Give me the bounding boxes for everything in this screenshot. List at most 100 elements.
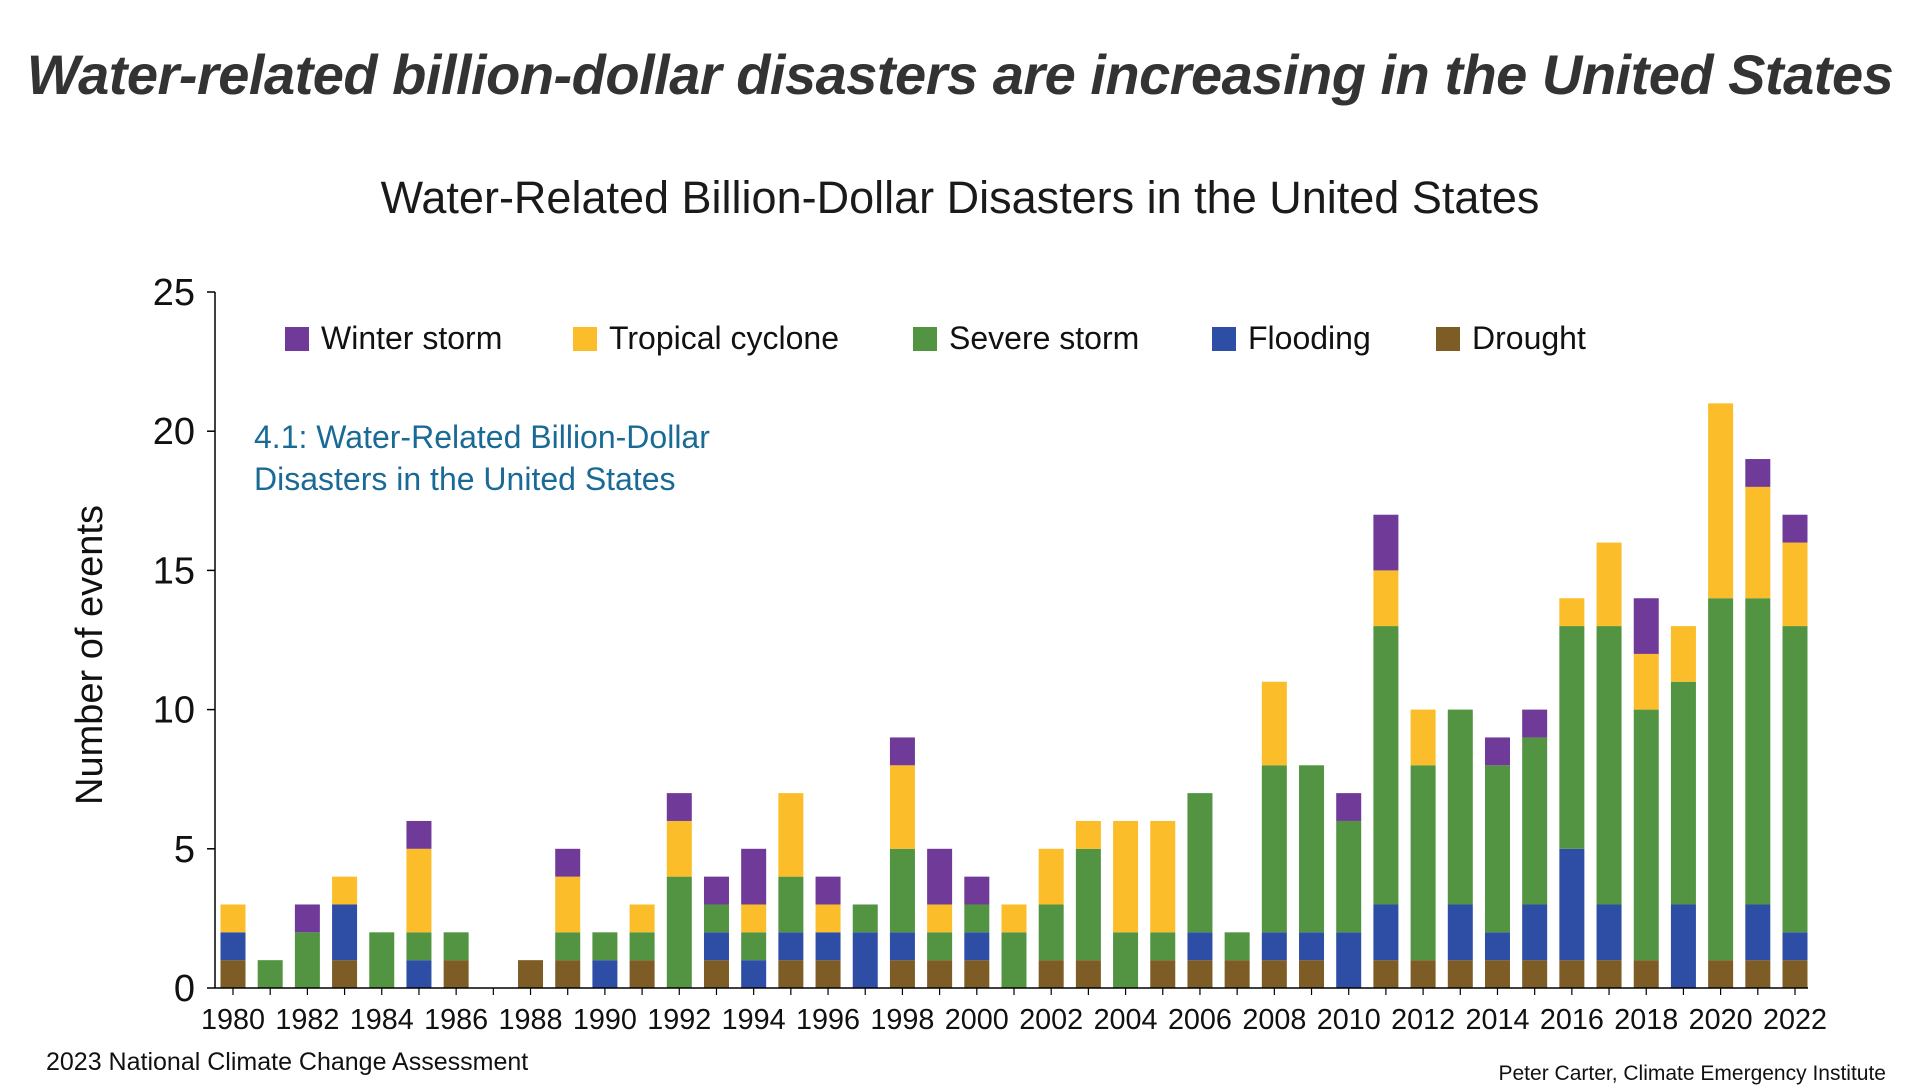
bar-tropical-cyclone-1994: [741, 904, 767, 933]
bar-severe-storm-1998: [889, 848, 915, 933]
legend-label-flooding: Flooding: [1248, 320, 1371, 356]
bar-severe-storm-1993: [703, 904, 729, 933]
bar-drought-2005: [1150, 960, 1176, 988]
bar-flooding-1980: [220, 932, 246, 961]
bar-severe-storm-2003: [1075, 848, 1101, 961]
bar-tropical-cyclone-1985: [406, 848, 432, 933]
y-tick-label: 20: [153, 411, 195, 453]
bar-severe-storm-1985: [406, 932, 432, 961]
bar-tropical-cyclone-2020: [1708, 403, 1734, 599]
bar-drought-2017: [1596, 960, 1622, 988]
bar-severe-storm-2013: [1447, 709, 1473, 905]
bar-winter-storm-1999: [927, 848, 953, 905]
bar-severe-storm-2007: [1224, 932, 1250, 961]
bar-severe-storm-2012: [1410, 765, 1436, 961]
credit-note: Peter Carter, Climate Emergency Institut…: [1498, 1062, 1887, 1085]
bar-winter-storm-2014: [1484, 737, 1510, 766]
bar-drought-2011: [1373, 960, 1399, 988]
bar-severe-storm-1984: [369, 932, 395, 988]
bars-group: [220, 403, 1808, 988]
bar-flooding-2017: [1596, 904, 1622, 961]
bar-severe-storm-2011: [1373, 626, 1399, 905]
bar-drought-2008: [1261, 960, 1287, 988]
bar-drought-2006: [1187, 960, 1213, 988]
bar-severe-storm-2001: [1001, 932, 1027, 988]
bar-severe-storm-2016: [1559, 626, 1585, 849]
bar-severe-storm-2006: [1187, 793, 1213, 933]
x-tick-label: 1988: [499, 1004, 563, 1036]
bar-flooding-2013: [1447, 904, 1473, 961]
bar-drought-1983: [332, 960, 358, 988]
bar-flooding-1997: [852, 932, 878, 988]
legend-swatch-drought: [1436, 327, 1460, 351]
bar-drought-2013: [1447, 960, 1473, 988]
bar-severe-storm-2008: [1261, 765, 1287, 933]
bar-severe-storm-1991: [629, 932, 655, 961]
bar-tropical-cyclone-1996: [815, 904, 841, 933]
bar-severe-storm-2009: [1299, 765, 1325, 933]
bar-severe-storm-2022: [1782, 626, 1808, 933]
bar-winter-storm-2015: [1522, 709, 1548, 738]
bar-drought-2014: [1484, 960, 1510, 988]
bar-severe-storm-1995: [778, 876, 804, 933]
bar-tropical-cyclone-2003: [1075, 820, 1101, 849]
legend-swatch-tropical-cyclone: [573, 327, 597, 351]
bar-drought-2015: [1522, 960, 1548, 988]
y-tick-label: 10: [153, 690, 195, 732]
bar-flooding-2009: [1299, 932, 1325, 961]
bar-severe-storm-2005: [1150, 932, 1176, 961]
bar-tropical-cyclone-2017: [1596, 542, 1622, 627]
bar-flooding-1998: [889, 932, 915, 961]
bar-tropical-cyclone-1995: [778, 793, 804, 877]
bar-tropical-cyclone-2011: [1373, 570, 1399, 627]
bar-tropical-cyclone-2008: [1261, 681, 1287, 766]
x-tick-label: 2022: [1763, 1004, 1827, 1036]
bar-tropical-cyclone-1980: [220, 904, 246, 933]
bar-severe-storm-1989: [555, 932, 581, 961]
bar-flooding-2014: [1484, 932, 1510, 961]
bar-severe-storm-2019: [1670, 681, 1696, 905]
bar-flooding-2008: [1261, 932, 1287, 961]
bar-tropical-cyclone-1983: [332, 876, 358, 905]
legend-swatch-severe-storm: [913, 327, 937, 351]
x-tick-label: 2012: [1391, 1004, 1455, 1036]
bar-tropical-cyclone-1991: [629, 904, 655, 933]
bar-severe-storm-1997: [852, 904, 878, 933]
bar-drought-1998: [889, 960, 915, 988]
bar-flooding-2022: [1782, 932, 1808, 961]
bar-drought-2009: [1299, 960, 1325, 988]
bar-flooding-1996: [815, 932, 841, 961]
x-tick-label: 1982: [275, 1004, 339, 1036]
bar-winter-storm-1989: [555, 848, 581, 877]
x-tick-label: 1996: [796, 1004, 860, 1036]
source-note: 2023 National Climate Change Assessment: [46, 1048, 529, 1076]
bar-winter-storm-2022: [1782, 514, 1808, 543]
bar-flooding-1994: [741, 960, 767, 988]
bar-drought-2012: [1410, 960, 1436, 988]
y-tick-label: 5: [174, 829, 195, 871]
x-tick-label: 1986: [424, 1004, 488, 1036]
bar-drought-2021: [1745, 960, 1771, 988]
bar-winter-storm-1982: [294, 904, 320, 933]
bar-drought-1988: [518, 960, 544, 988]
x-tick-label: 2008: [1242, 1004, 1306, 1036]
bar-winter-storm-1996: [815, 876, 841, 905]
bar-severe-storm-1999: [927, 932, 953, 961]
bar-flooding-2019: [1670, 904, 1696, 988]
bar-flooding-2015: [1522, 904, 1548, 961]
chart-title: Water-Related Billion-Dollar Disasters i…: [380, 172, 1540, 223]
bar-winter-storm-1985: [406, 820, 432, 849]
x-tick-label: 1992: [647, 1004, 711, 1036]
x-tick-label: 2020: [1689, 1004, 1753, 1036]
bar-severe-storm-2000: [964, 904, 990, 933]
bar-severe-storm-2015: [1522, 737, 1548, 905]
legend-label-tropical-cyclone: Tropical cyclone: [609, 320, 839, 356]
bar-drought-2020: [1708, 960, 1734, 988]
chart-annotation-line-2: Disasters in the United States: [254, 461, 676, 497]
bar-severe-storm-1990: [592, 932, 618, 961]
bar-severe-storm-1994: [741, 932, 767, 961]
bar-flooding-1985: [406, 960, 432, 988]
bar-flooding-1983: [332, 904, 358, 961]
x-tick-label: 1980: [201, 1004, 265, 1036]
